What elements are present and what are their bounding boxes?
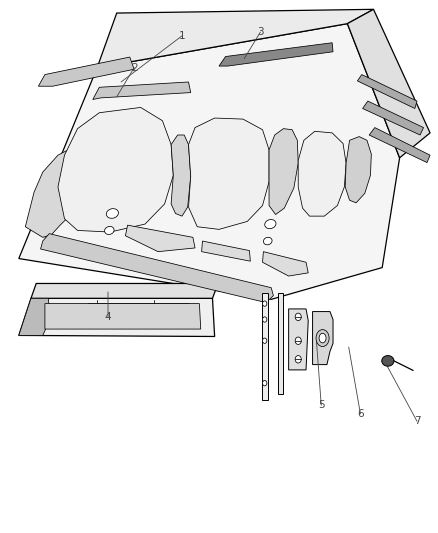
Polygon shape bbox=[313, 312, 333, 365]
Polygon shape bbox=[357, 75, 417, 109]
Polygon shape bbox=[19, 298, 215, 336]
Text: 7: 7 bbox=[414, 416, 420, 426]
Polygon shape bbox=[278, 293, 283, 394]
Ellipse shape bbox=[319, 333, 326, 343]
Text: 6: 6 bbox=[357, 409, 364, 419]
Ellipse shape bbox=[262, 338, 267, 343]
Polygon shape bbox=[219, 43, 333, 66]
Text: 4: 4 bbox=[105, 312, 111, 322]
Ellipse shape bbox=[262, 381, 267, 386]
Polygon shape bbox=[363, 101, 424, 135]
Ellipse shape bbox=[295, 313, 301, 320]
Polygon shape bbox=[41, 233, 273, 303]
Polygon shape bbox=[261, 293, 268, 400]
Ellipse shape bbox=[262, 301, 267, 306]
Polygon shape bbox=[347, 10, 430, 158]
Polygon shape bbox=[201, 241, 251, 261]
Polygon shape bbox=[298, 131, 346, 216]
Polygon shape bbox=[188, 118, 269, 229]
Polygon shape bbox=[58, 108, 173, 232]
Polygon shape bbox=[31, 284, 218, 298]
Polygon shape bbox=[289, 309, 308, 370]
Ellipse shape bbox=[262, 317, 267, 322]
Polygon shape bbox=[269, 128, 298, 215]
Ellipse shape bbox=[295, 337, 301, 344]
Text: 5: 5 bbox=[318, 400, 325, 410]
Polygon shape bbox=[125, 225, 195, 252]
Polygon shape bbox=[262, 252, 308, 276]
Polygon shape bbox=[25, 147, 95, 237]
Text: 1: 1 bbox=[179, 31, 185, 41]
Polygon shape bbox=[369, 127, 430, 163]
Ellipse shape bbox=[105, 227, 114, 235]
Polygon shape bbox=[39, 57, 134, 86]
Polygon shape bbox=[45, 304, 201, 329]
Polygon shape bbox=[171, 135, 191, 216]
Polygon shape bbox=[19, 23, 399, 300]
Text: 2: 2 bbox=[131, 63, 138, 72]
Polygon shape bbox=[19, 298, 50, 335]
Polygon shape bbox=[97, 10, 374, 68]
Ellipse shape bbox=[263, 237, 272, 245]
Ellipse shape bbox=[106, 208, 118, 219]
Polygon shape bbox=[345, 136, 371, 203]
Ellipse shape bbox=[316, 329, 329, 346]
Ellipse shape bbox=[382, 356, 394, 366]
Ellipse shape bbox=[265, 220, 276, 229]
Polygon shape bbox=[93, 82, 191, 100]
Ellipse shape bbox=[295, 356, 301, 363]
Text: 3: 3 bbox=[257, 27, 264, 37]
